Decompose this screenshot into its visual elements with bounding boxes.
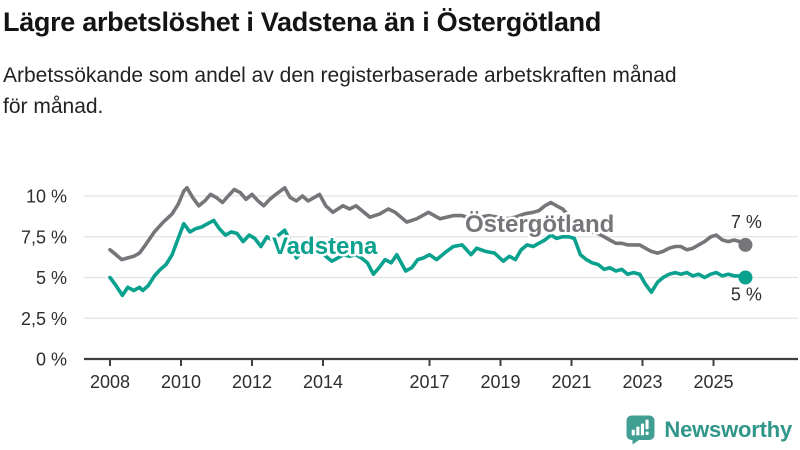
y-tick-label: 0 % bbox=[36, 350, 67, 370]
subtitle-line-1: Arbetssökande som andel av den registerb… bbox=[3, 63, 677, 87]
x-tick-label: 2012 bbox=[232, 372, 272, 392]
x-tick-label: 2014 bbox=[303, 372, 343, 392]
page-subtitle: Arbetssökande som andel av den registerb… bbox=[3, 60, 793, 123]
page-title: Lägre arbetslöshet i Vadstena än i Öster… bbox=[3, 7, 602, 37]
x-tick-label: 2023 bbox=[622, 372, 662, 392]
newsworthy-logo-icon bbox=[626, 415, 655, 445]
series-line-östergötland bbox=[108, 186, 748, 262]
x-tick-label: 2025 bbox=[693, 372, 733, 392]
brand-logo: Newsworthy bbox=[625, 415, 792, 445]
y-tick-label: 5 % bbox=[36, 268, 67, 288]
subtitle-line-2: för månad. bbox=[3, 95, 104, 119]
end-value-label-vadstena: 5 % bbox=[731, 285, 762, 305]
y-tick-label: 2,5 % bbox=[21, 309, 67, 329]
end-value-label-östergötland: 7 % bbox=[731, 212, 762, 232]
x-tick-label: 2017 bbox=[409, 372, 449, 392]
end-dot-östergötland bbox=[738, 237, 753, 252]
y-tick-label: 7,5 % bbox=[21, 227, 67, 247]
series-label-vadstena: Vadstena bbox=[272, 233, 378, 260]
series-line-vadstena bbox=[108, 218, 748, 298]
brand-name: Newsworthy bbox=[664, 417, 792, 442]
header: Lägre arbetslöshet i Vadstena än i Öster… bbox=[3, 6, 793, 123]
x-tick-label: 2019 bbox=[480, 372, 520, 392]
end-dot-vadstena bbox=[738, 270, 753, 285]
series-label-östergötland: Östergötland bbox=[465, 211, 614, 238]
x-tick-label: 2021 bbox=[551, 372, 591, 392]
x-tick-label: 2008 bbox=[90, 372, 130, 392]
y-tick-label: 10 % bbox=[26, 187, 67, 207]
x-tick-label: 2010 bbox=[161, 372, 201, 392]
